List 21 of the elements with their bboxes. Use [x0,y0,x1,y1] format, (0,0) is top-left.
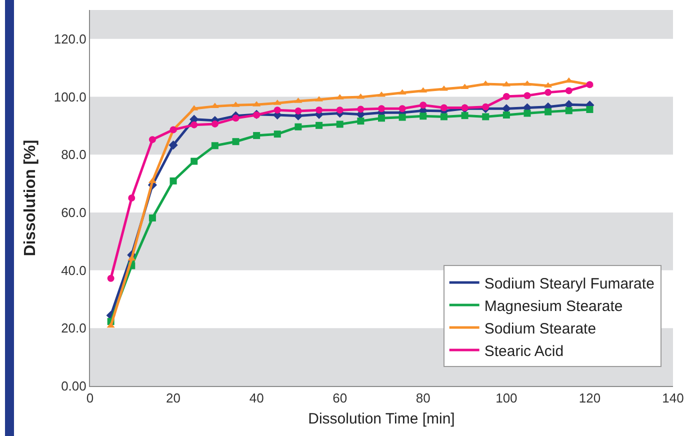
legend-label: Sodium Stearyl Fumarate [484,275,654,292]
y-axis-title: Dissolution [%] [22,140,39,256]
x-tick-label: 20 [166,390,181,406]
legend-label: Stearic Acid [484,342,564,360]
y-tick-label: 0.00 [61,378,86,394]
x-tick-label: 80 [416,390,430,406]
legend-label: Sodium Stearate [484,320,596,338]
y-tick-label: 100.0 [54,89,86,104]
y-tick-label: 120.0 [54,31,86,46]
x-tick-label: 140 [662,390,684,406]
y-tick-label: 40.0 [61,262,86,278]
x-tick-label: 60 [332,390,348,406]
y-tick-label: 20.0 [61,320,86,336]
x-tick-label: 120 [578,390,601,406]
x-tick-label: 40 [249,390,264,406]
x-tick-label: 100 [496,390,518,406]
y-tick-label: 80.0 [61,147,86,162]
x-tick-label: 0 [86,390,94,406]
x-axis-title: Dissolution Time [min] [308,410,455,428]
y-tick-label: 60.0 [61,205,86,220]
legend-label: Magnesium Stearate [484,298,623,315]
